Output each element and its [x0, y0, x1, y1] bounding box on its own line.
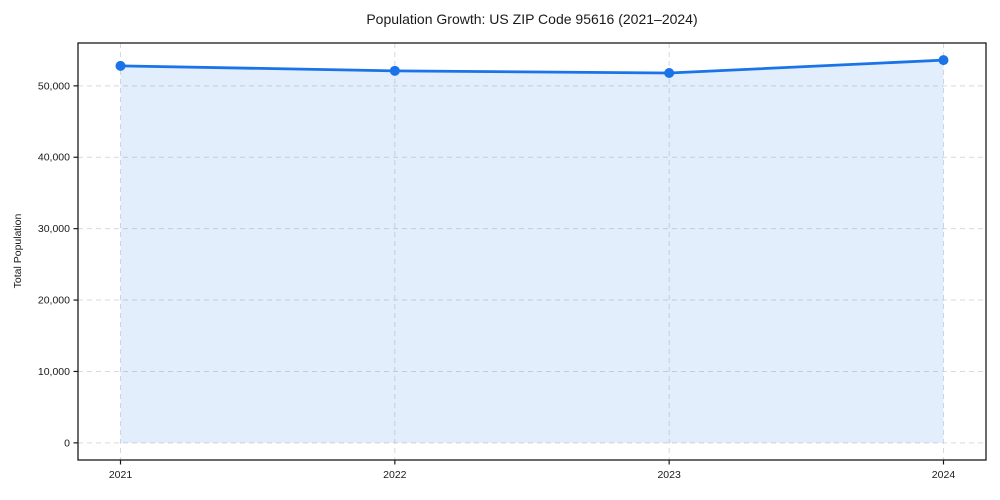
y-tick-label: 50,000 [38, 80, 70, 92]
area-fill [120, 60, 944, 443]
x-tick-label: 2022 [383, 469, 407, 481]
plot-background [78, 43, 986, 460]
axes-spines [77, 42, 987, 461]
y-tick-label: 10,000 [38, 366, 70, 378]
y-tick-label: 0 [64, 437, 70, 449]
y-tick-label: 20,000 [38, 295, 70, 307]
x-tick-label: 2021 [109, 469, 133, 481]
data-point-marker [938, 55, 949, 66]
y-tick-label: 40,000 [38, 152, 70, 164]
y-tick-label: 30,000 [38, 223, 70, 235]
data-point-marker [664, 67, 675, 78]
chart-title: Population Growth: US ZIP Code 95616 (20… [366, 11, 698, 27]
data-point-marker [115, 60, 126, 71]
series-line [119, 58, 945, 75]
x-tick-label: 2024 [932, 469, 956, 481]
data-point-marker [389, 65, 400, 76]
x-tick-label: 2023 [657, 469, 681, 481]
